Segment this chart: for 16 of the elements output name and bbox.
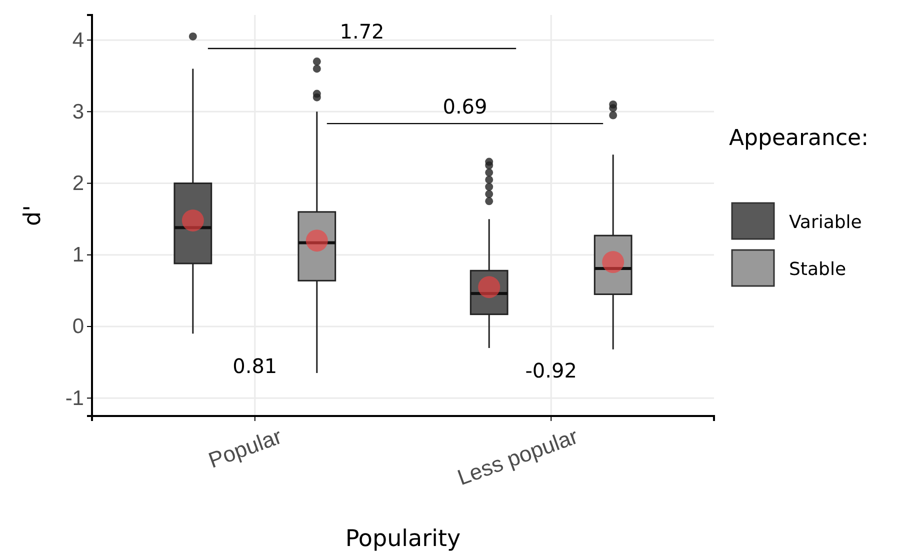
legend-label: Stable [789, 259, 846, 280]
annotation: 1.72 [340, 19, 384, 44]
y-tick-label: 1 [72, 244, 84, 267]
annotation: -0.92 [525, 358, 577, 382]
y-tick-label: -1 [65, 386, 84, 410]
annotation: 0.81 [232, 354, 278, 378]
y-tick-label: 3 [72, 100, 84, 124]
y-tick-label: 2 [72, 172, 84, 195]
x-tick-label: Popular [205, 424, 285, 473]
y-tick-label: 4 [72, 28, 84, 52]
x-axis-title: Popularity [345, 526, 461, 552]
legend-title: Appearance: [729, 126, 869, 151]
y-axis-title: d' [20, 205, 46, 226]
annotation: 0.69 [442, 94, 488, 119]
y-tick-label: 0 [72, 315, 84, 338]
legend-label: Variable [789, 212, 862, 233]
